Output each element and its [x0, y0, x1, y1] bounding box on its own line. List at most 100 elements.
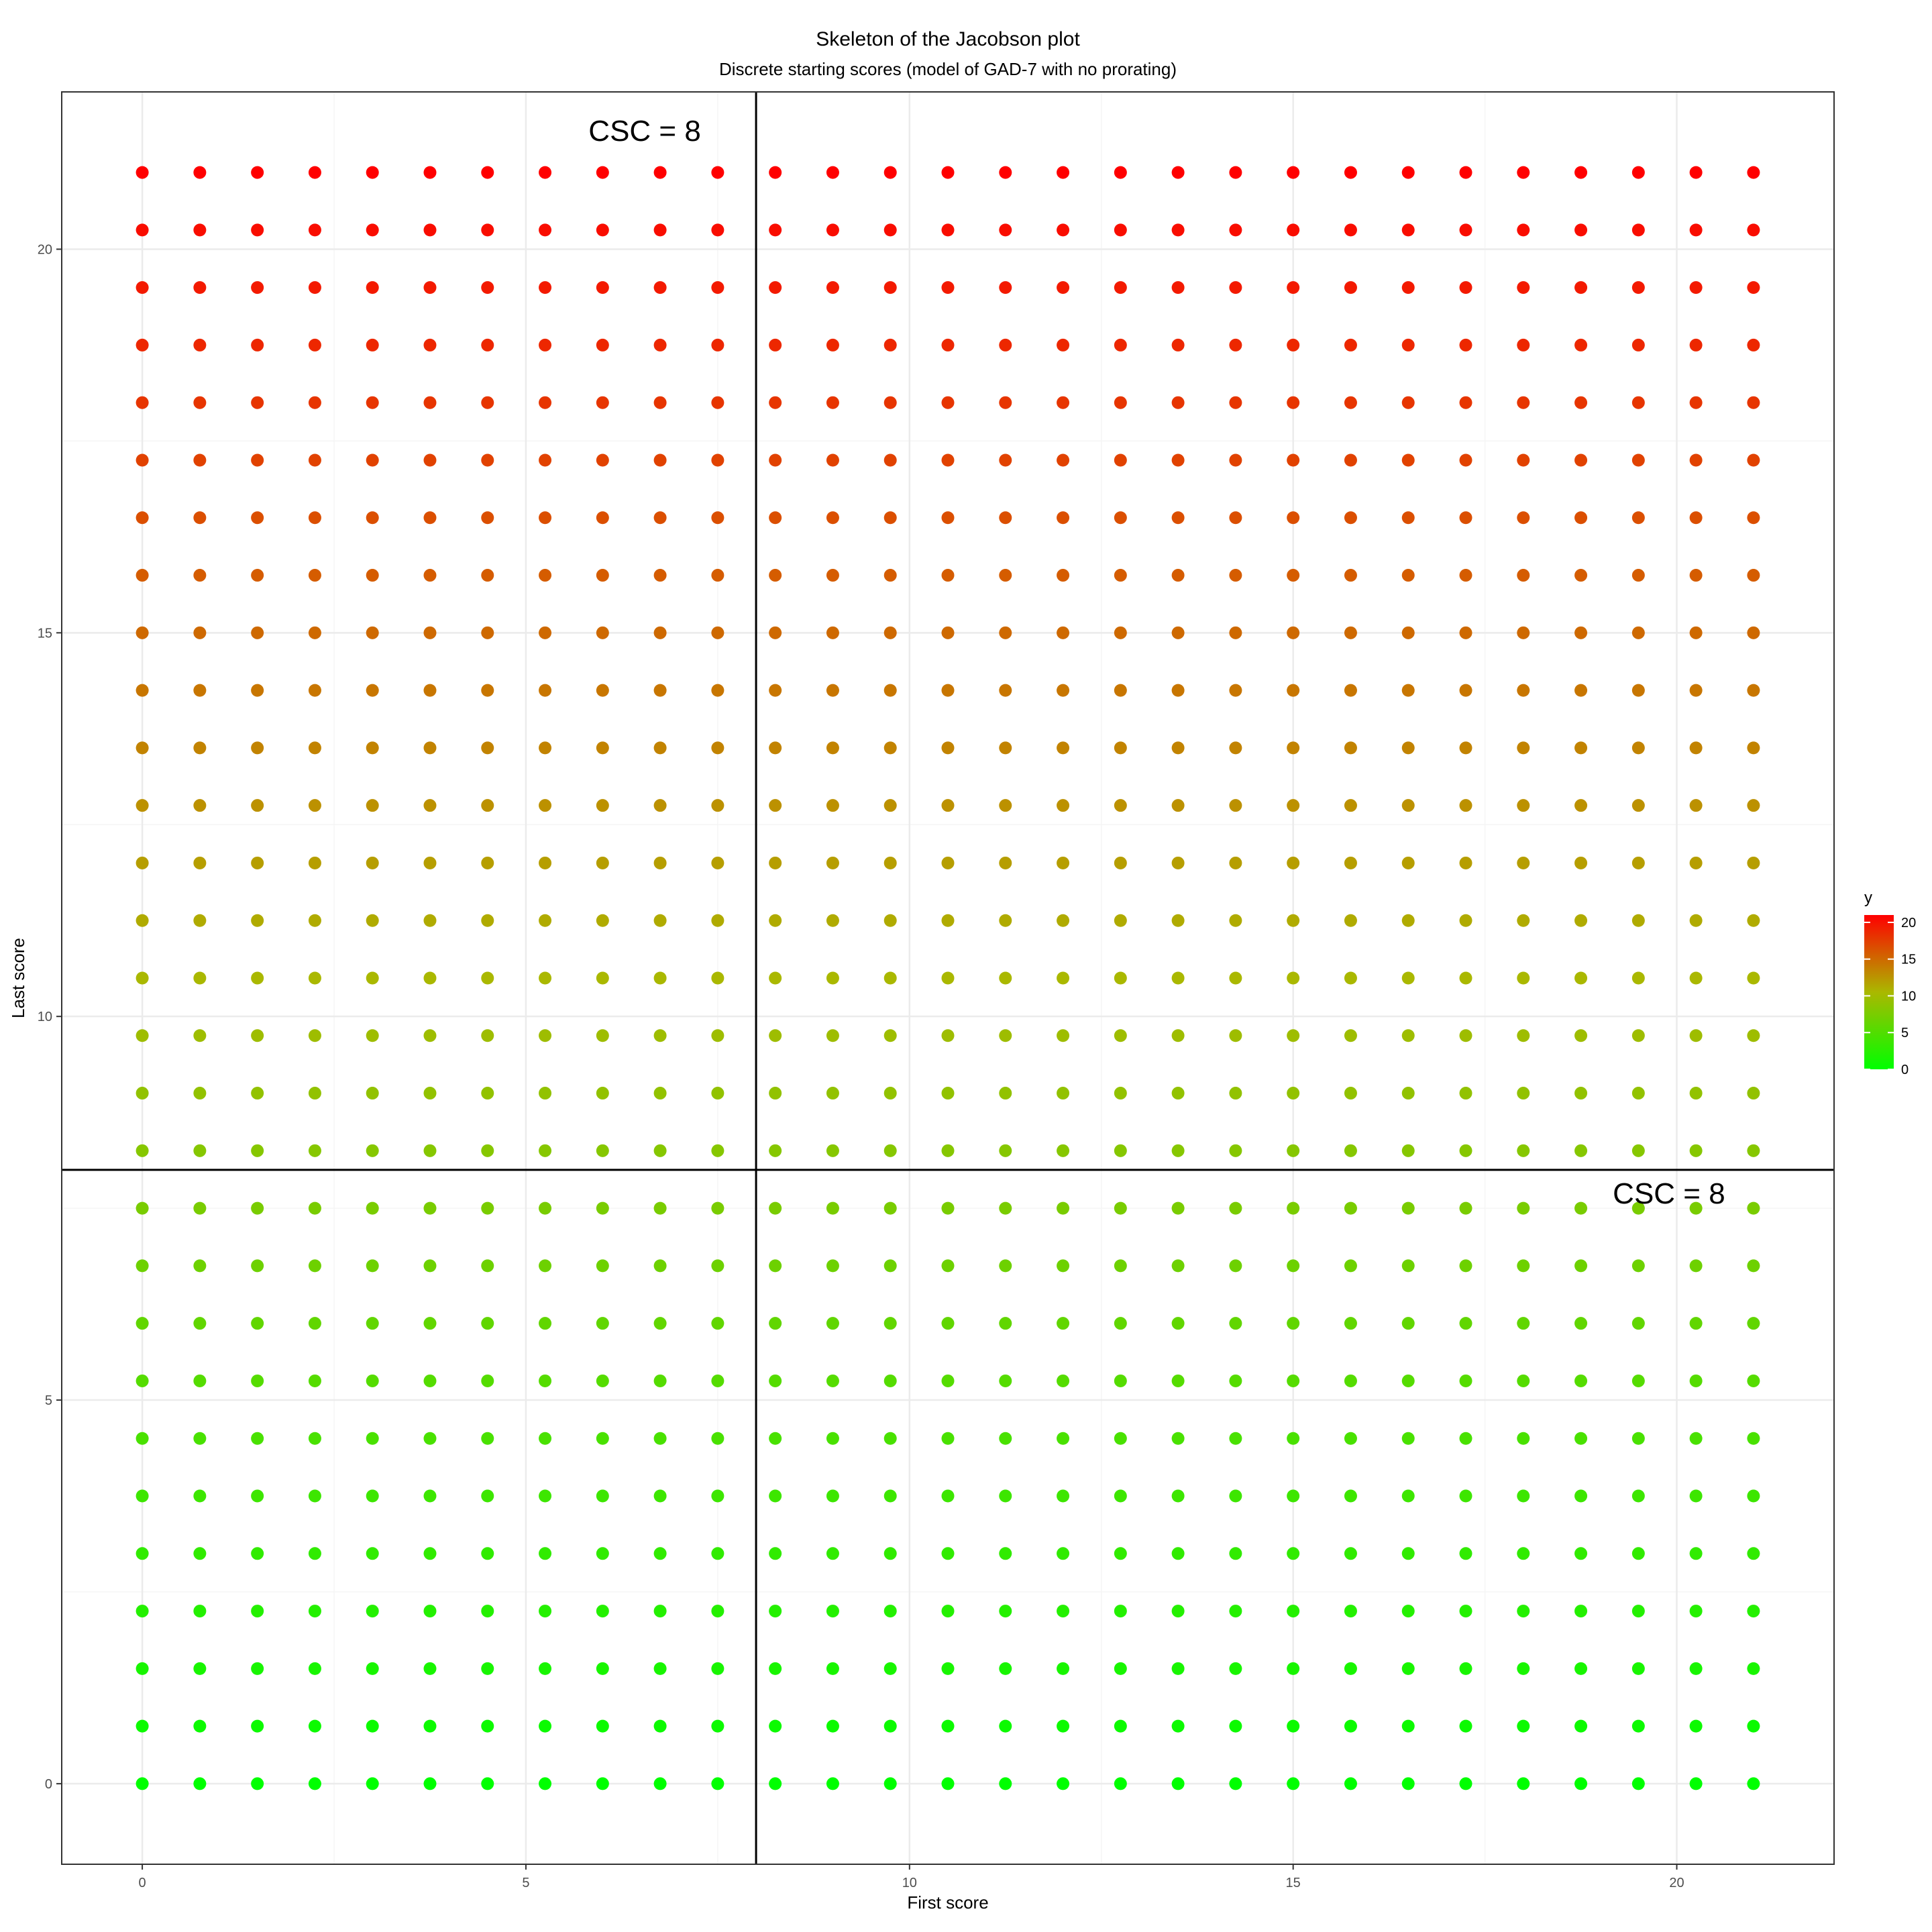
data-point: [251, 1547, 264, 1560]
data-point: [308, 281, 321, 294]
data-point: [999, 1432, 1012, 1445]
data-point: [366, 856, 379, 869]
data-point: [136, 1489, 149, 1503]
data-point: [366, 569, 379, 582]
data-point: [193, 914, 207, 927]
data-point: [136, 1432, 149, 1445]
data-point: [193, 396, 207, 409]
y-tick-label: 15: [38, 626, 52, 641]
data-point: [1171, 1087, 1185, 1100]
data-point: [1517, 1087, 1530, 1100]
data-point: [883, 223, 897, 237]
data-point: [423, 1374, 437, 1387]
data-point: [1171, 1605, 1185, 1618]
data-point: [251, 223, 264, 237]
data-point: [769, 1432, 782, 1445]
data-point: [1229, 1489, 1242, 1503]
data-point: [1747, 1547, 1760, 1560]
data-point: [423, 1432, 437, 1445]
data-point: [826, 1777, 839, 1790]
data-point: [653, 914, 667, 927]
data-point: [539, 569, 552, 582]
data-point: [366, 511, 379, 525]
data-point: [711, 1087, 724, 1100]
data-point: [1747, 684, 1760, 697]
data-point: [1689, 453, 1703, 467]
data-point: [481, 1029, 494, 1042]
data-point: [481, 799, 494, 812]
data-point: [423, 1605, 437, 1618]
data-point: [826, 281, 839, 294]
data-point: [366, 1029, 379, 1042]
data-point: [423, 1029, 437, 1042]
data-point: [1114, 166, 1127, 179]
data-point: [1517, 1777, 1530, 1790]
data-point: [826, 914, 839, 927]
data-point: [481, 626, 494, 639]
data-point: [1459, 511, 1472, 525]
data-point: [1517, 741, 1530, 755]
data-point: [1574, 1029, 1588, 1042]
data-point: [1344, 1144, 1357, 1157]
data-point: [136, 1662, 149, 1675]
data-point: [1459, 166, 1472, 179]
data-point: [1057, 396, 1070, 409]
data-point: [1229, 1087, 1242, 1100]
data-point: [539, 223, 552, 237]
data-point: [883, 1201, 897, 1215]
data-point: [1747, 281, 1760, 294]
data-point: [1574, 856, 1588, 869]
data-point: [1574, 741, 1588, 755]
legend-tick-label: 0: [1901, 1063, 1909, 1077]
data-point: [193, 281, 207, 294]
data-point: [1114, 453, 1127, 467]
data-point: [883, 1087, 897, 1100]
data-point: [366, 1777, 379, 1790]
data-point: [1459, 453, 1472, 467]
data-point: [1229, 1662, 1242, 1675]
data-point: [826, 971, 839, 985]
data-point: [711, 1662, 724, 1675]
x-tick-label: 10: [902, 1876, 917, 1890]
data-point: [1689, 799, 1703, 812]
data-point: [136, 1605, 149, 1618]
data-point: [999, 914, 1012, 927]
annotation-csc-right: CSC = 8: [1613, 1177, 1725, 1210]
data-point: [1344, 1317, 1357, 1330]
data-point: [308, 1489, 321, 1503]
data-point: [1114, 914, 1127, 927]
data-point: [366, 626, 379, 639]
data-point: [1287, 1719, 1300, 1733]
data-point: [1057, 1201, 1070, 1215]
data-point: [251, 1317, 264, 1330]
data-point: [999, 626, 1012, 639]
data-point: [1631, 971, 1645, 985]
data-point: [1171, 1029, 1185, 1042]
data-point: [1574, 281, 1588, 294]
data-point: [1574, 1662, 1588, 1675]
data-point: [1171, 1547, 1185, 1560]
data-point: [539, 281, 552, 294]
data-point: [1459, 1605, 1472, 1618]
data-point: [1459, 1087, 1472, 1100]
data-point: [711, 569, 724, 582]
data-point: [366, 453, 379, 467]
data-point: [1689, 166, 1703, 179]
data-point: [1631, 223, 1645, 237]
data-point: [136, 569, 149, 582]
data-point: [136, 1201, 149, 1215]
data-point: [193, 1087, 207, 1100]
data-point: [999, 1605, 1012, 1618]
data-point: [711, 1259, 724, 1273]
data-point: [193, 856, 207, 869]
data-point: [1574, 511, 1588, 525]
data-point: [1574, 1547, 1588, 1560]
data-point: [941, 1489, 955, 1503]
data-point: [1631, 511, 1645, 525]
data-point: [883, 971, 897, 985]
data-point: [1229, 1317, 1242, 1330]
data-point: [1057, 799, 1070, 812]
data-point: [366, 1489, 379, 1503]
data-point: [711, 1547, 724, 1560]
data-point: [251, 1777, 264, 1790]
